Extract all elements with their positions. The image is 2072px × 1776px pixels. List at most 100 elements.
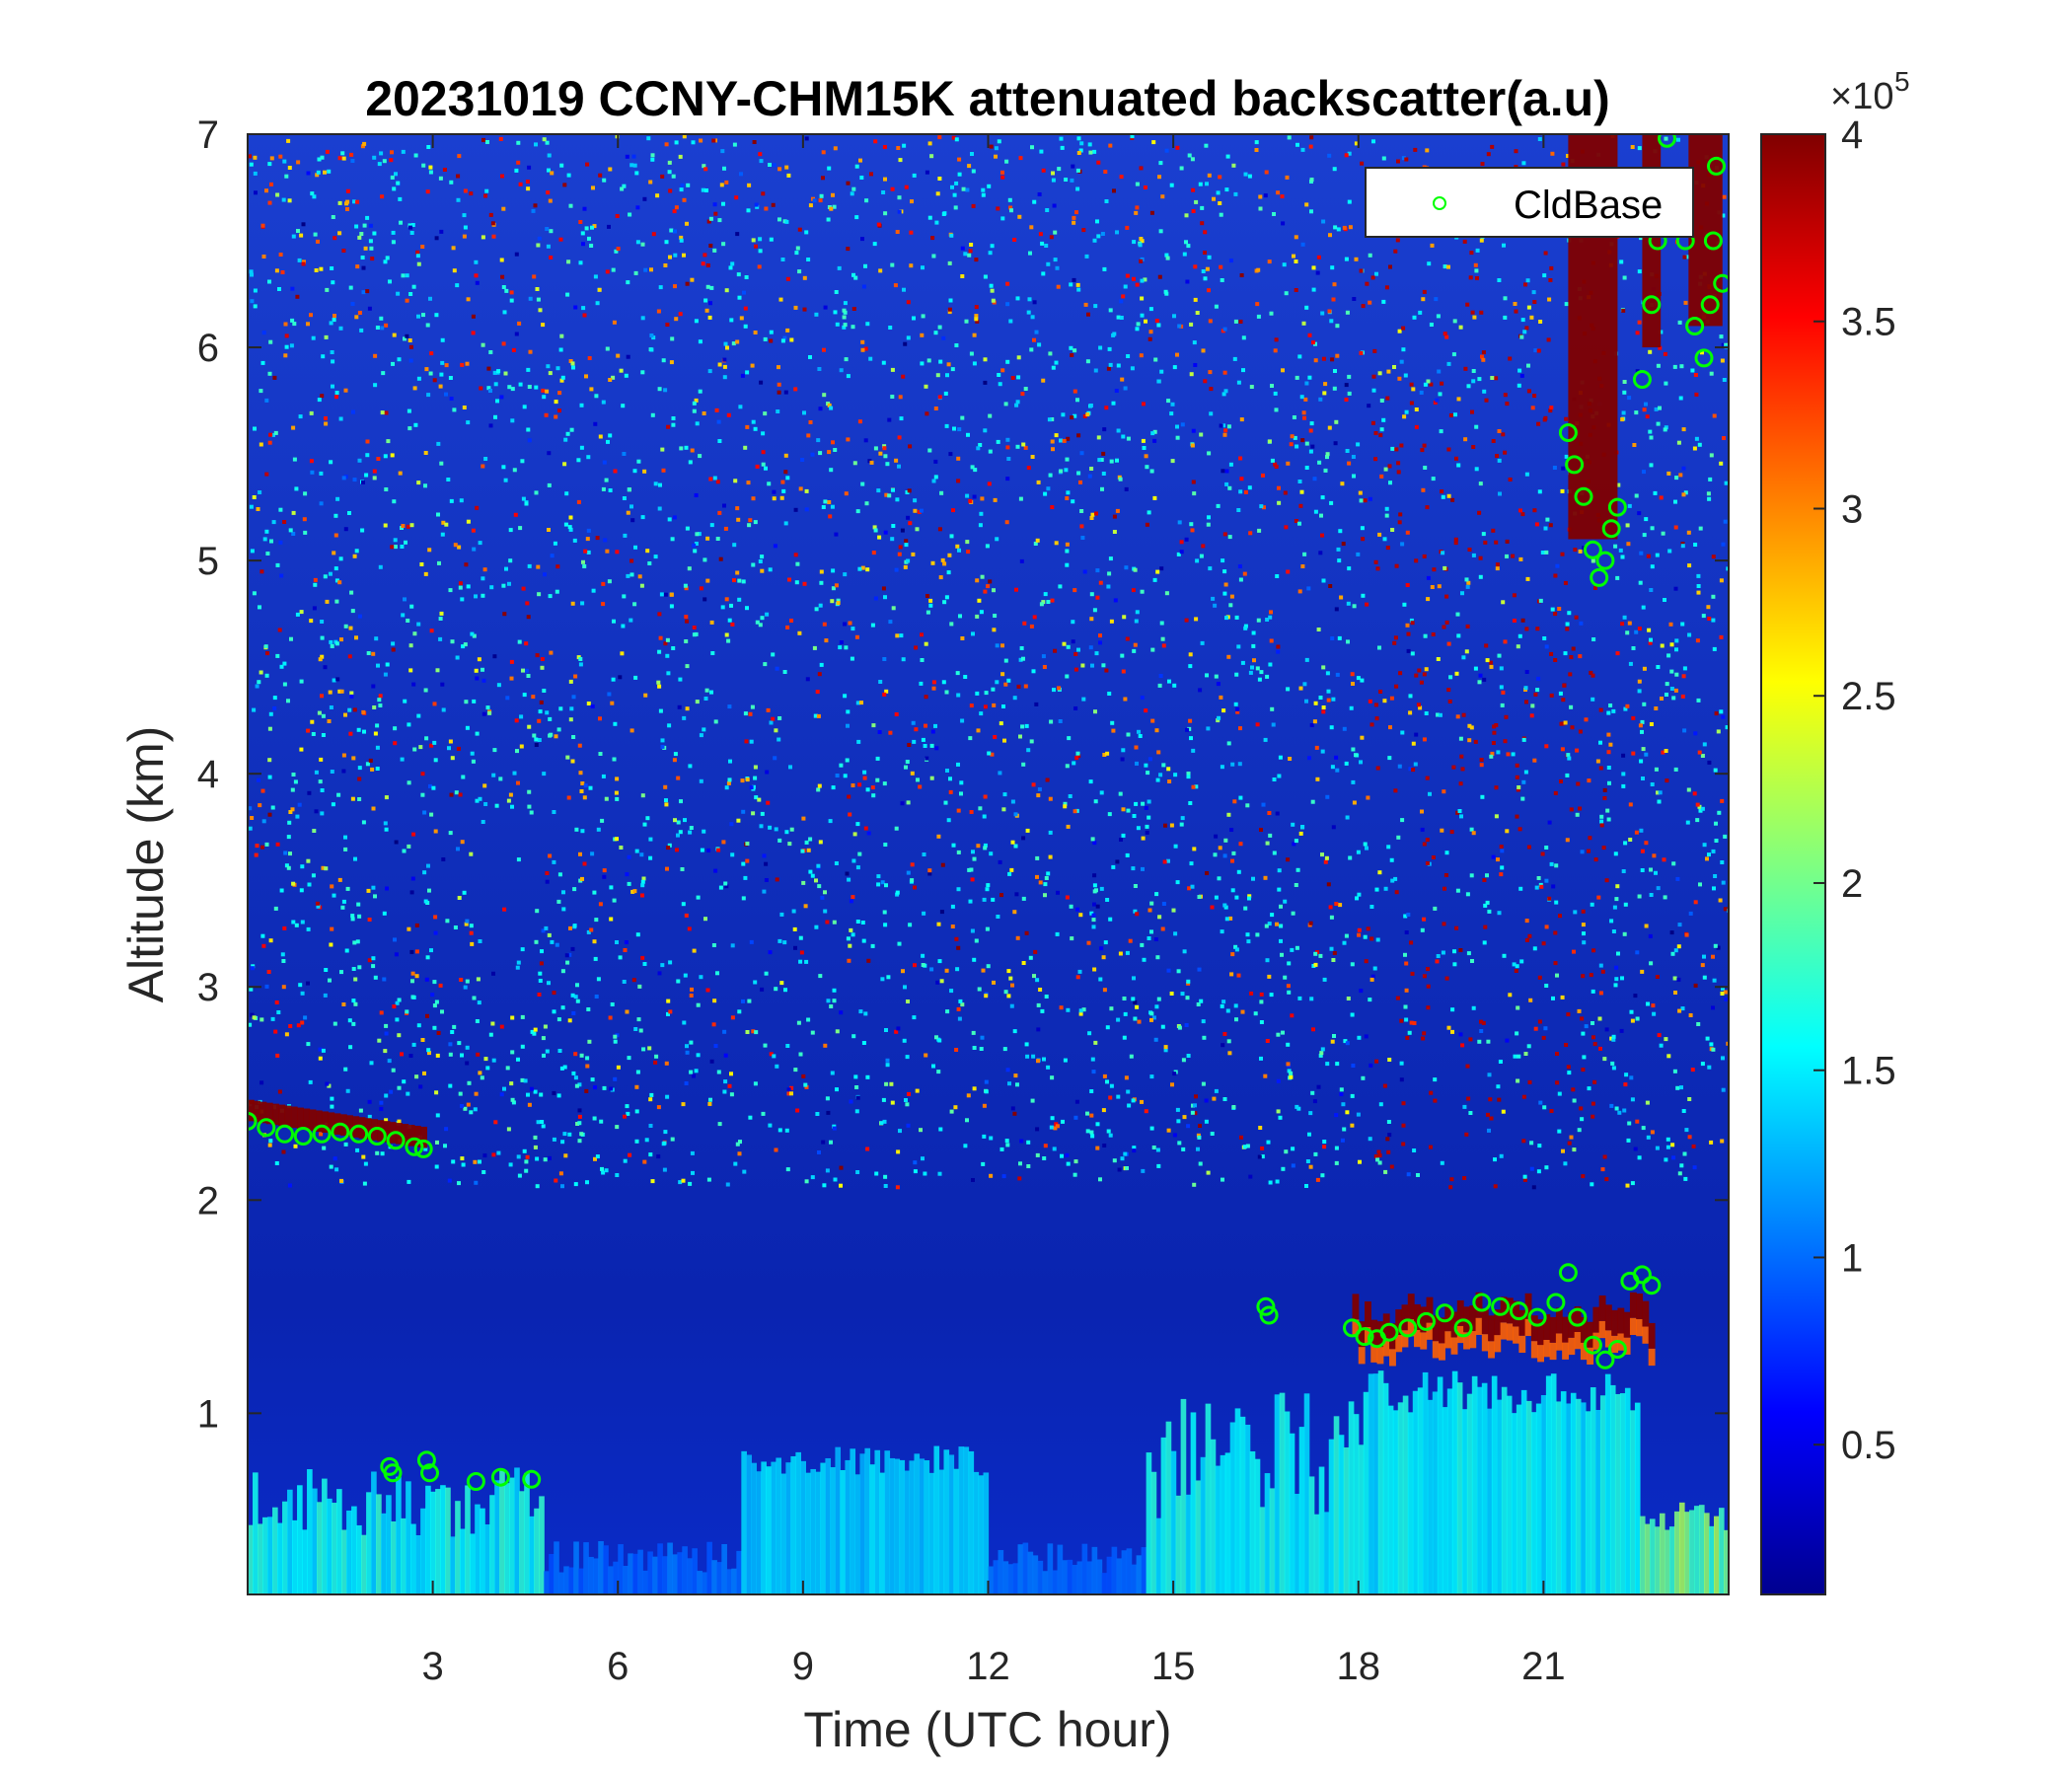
noise-cell <box>407 223 412 228</box>
noise-cell <box>931 686 936 691</box>
noise-cell <box>1374 716 1379 721</box>
noise-cell <box>694 493 699 497</box>
noise-cell <box>988 449 993 454</box>
noise-cell <box>696 1002 701 1007</box>
noise-cell <box>598 752 603 756</box>
noise-cell <box>1680 694 1685 699</box>
noise-cell <box>1157 915 1162 920</box>
noise-cell <box>577 1108 582 1113</box>
noise-cell <box>658 285 663 290</box>
noise-cell <box>501 206 506 211</box>
noise-cell <box>1320 852 1324 857</box>
noise-cell <box>712 248 717 253</box>
noise-cell <box>863 346 868 351</box>
noise-cell <box>913 1160 918 1165</box>
noise-cell <box>1542 417 1547 422</box>
noise-cell <box>441 857 446 861</box>
noise-cell <box>1041 600 1046 605</box>
noise-cell <box>301 261 306 266</box>
noise-cell <box>629 728 634 733</box>
noise-cell <box>1541 941 1546 946</box>
noise-cell <box>722 1089 727 1094</box>
noise-cell <box>537 738 542 742</box>
noise-cell <box>1418 310 1423 315</box>
noise-cell <box>1658 345 1663 350</box>
noise-cell <box>460 1104 464 1108</box>
noise-cell <box>1644 752 1649 757</box>
noise-cell <box>1601 846 1606 851</box>
noise-cell <box>745 1030 750 1034</box>
noise-cell <box>748 1115 753 1120</box>
noise-cell <box>983 704 988 709</box>
noise-cell <box>1164 148 1169 153</box>
noise-cell <box>831 568 836 573</box>
noise-cell <box>1496 1084 1501 1089</box>
noise-cell <box>320 155 325 160</box>
noise-cell <box>658 635 663 640</box>
noise-cell <box>1308 1111 1313 1116</box>
noise-cell <box>1514 309 1518 314</box>
noise-cell <box>1589 670 1593 675</box>
noise-cell <box>818 198 823 203</box>
noise-cell <box>960 636 965 640</box>
noise-cell <box>1143 185 1147 189</box>
noise-cell <box>1622 1108 1627 1113</box>
noise-cell <box>1342 726 1347 731</box>
noise-cell <box>987 481 992 486</box>
noise-cell <box>1347 566 1352 571</box>
noise-cell <box>339 689 344 694</box>
noise-cell <box>1567 1071 1572 1075</box>
noise-cell <box>748 711 753 716</box>
noise-cell <box>1134 801 1139 806</box>
noise-cell <box>333 566 338 571</box>
noise-cell <box>345 199 350 204</box>
noise-cell <box>260 788 265 793</box>
noise-cell <box>620 651 625 656</box>
noise-cell <box>729 822 734 827</box>
noise-cell <box>1050 417 1055 421</box>
noise-cell <box>1050 505 1055 509</box>
noise-cell <box>1577 1008 1582 1013</box>
noise-cell <box>357 797 362 801</box>
noise-cell <box>1049 235 1054 240</box>
noise-cell <box>1027 297 1032 302</box>
noise-cell <box>1265 1039 1270 1043</box>
noise-cell <box>911 720 916 725</box>
noise-cell <box>1219 212 1223 217</box>
noise-cell <box>1390 446 1395 451</box>
noise-cell <box>681 1102 686 1107</box>
noise-cell <box>1682 1151 1687 1156</box>
noise-cell <box>537 993 542 997</box>
noise-cell <box>1335 768 1340 773</box>
noise-cell <box>1294 235 1298 240</box>
noise-cell <box>885 1063 890 1068</box>
noise-cell <box>1549 265 1554 270</box>
noise-cell <box>889 1081 894 1086</box>
noise-cell <box>1145 830 1149 835</box>
noise-cell <box>783 521 788 526</box>
noise-cell <box>570 993 575 998</box>
noise-cell <box>1166 767 1171 772</box>
noise-cell <box>941 212 946 216</box>
noise-cell <box>1075 186 1080 191</box>
noise-cell <box>375 745 380 750</box>
noise-cell <box>1606 817 1611 822</box>
noise-cell <box>1440 828 1444 833</box>
noise-cell <box>1526 305 1531 310</box>
noise-cell <box>650 157 655 162</box>
noise-cell <box>351 999 356 1003</box>
noise-cell <box>1522 1174 1527 1179</box>
noise-cell <box>992 703 997 707</box>
noise-cell <box>612 619 616 624</box>
noise-cell <box>1359 989 1364 994</box>
noise-cell <box>1278 755 1283 760</box>
noise-cell <box>957 157 962 162</box>
noise-cell <box>741 896 746 901</box>
noise-cell <box>1098 345 1103 350</box>
noise-cell <box>540 949 544 954</box>
noise-cell <box>823 909 828 914</box>
noise-cell <box>1532 300 1537 304</box>
noise-cell <box>1680 1006 1685 1011</box>
noise-cell <box>345 207 349 211</box>
noise-cell <box>1549 861 1554 866</box>
